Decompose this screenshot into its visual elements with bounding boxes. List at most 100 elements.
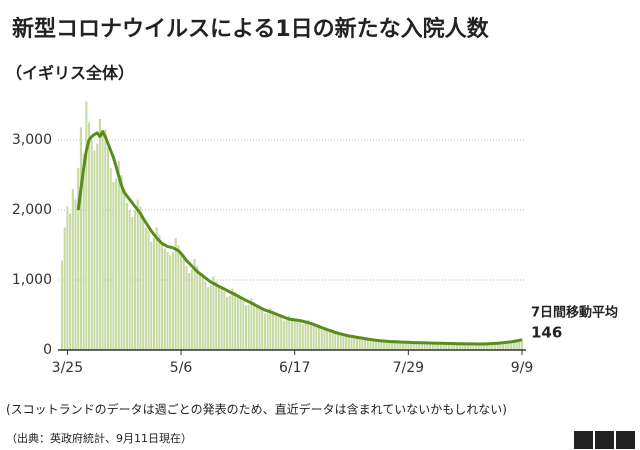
bar [158,234,161,350]
bar [250,298,253,350]
bar [109,168,112,350]
bar [234,291,237,350]
bar [393,341,396,350]
bar [96,143,99,350]
bar [198,273,202,350]
bar [117,161,120,350]
bar [399,342,402,350]
bar [445,343,448,350]
bar [485,343,488,350]
bar [461,343,464,350]
bar [372,339,375,350]
bar [190,269,193,350]
bar [63,227,66,350]
bar [382,340,386,350]
bar [345,333,348,350]
chart-title: 新型コロナウイルスによる1日の新たな入院人数 [12,16,490,42]
bar [123,189,126,350]
bar [474,344,478,350]
bar [182,259,185,350]
bar [510,341,513,350]
bar [301,324,304,350]
bar [412,342,415,350]
bar [277,315,280,350]
bar [196,266,199,350]
bar [134,210,137,350]
bar [217,285,220,350]
bar [328,329,331,350]
bar [320,329,323,350]
bar [215,281,218,350]
bar [410,342,413,350]
bar [98,119,101,350]
bar [150,241,153,350]
end-value-label: 146 [531,324,562,342]
bar [388,341,391,350]
bar [504,342,507,350]
chart-subtitle: （イギリス全体） [6,64,134,83]
bar [169,255,172,350]
bar [82,154,85,350]
bar [155,227,158,350]
bar [223,291,226,350]
bar [125,203,128,350]
bar [115,178,118,350]
bar [79,127,82,351]
bar [355,337,358,350]
bar [90,140,93,350]
bar [520,338,524,350]
x-tick-label: 5/6 [170,360,193,376]
bar [136,199,139,350]
bar [304,323,307,350]
bar [456,344,459,350]
logo-box [616,431,635,449]
bar [174,238,177,350]
bar [288,315,291,350]
bar [477,343,480,350]
bar [437,343,440,350]
bar [66,206,69,350]
bar [307,319,310,350]
bar [350,336,353,350]
bar [439,342,442,350]
bar [247,304,250,350]
bar [396,342,399,350]
bar [507,342,510,350]
bar [112,182,115,350]
bar [336,333,340,350]
bar [185,266,188,350]
bar [104,129,107,350]
x-tick-label: 3/25 [52,360,83,376]
bar [142,217,145,350]
bar [488,343,491,350]
bar [331,331,334,350]
bar [263,313,266,350]
bar [518,340,521,350]
bar [74,199,77,350]
bar [242,301,245,350]
bar [453,343,456,350]
bar [209,285,212,350]
bar [193,259,196,350]
bar [120,175,123,350]
bar [255,304,258,350]
bar [515,340,518,350]
bar [131,217,134,350]
bar [85,101,88,350]
bar [258,307,261,350]
bar [404,341,407,350]
bar [244,305,248,350]
bar [420,342,423,350]
y-tick-label: 0 [43,342,52,358]
bar [469,344,472,350]
bar [358,338,361,350]
bar [163,248,166,350]
bar [385,340,388,350]
bar [342,335,345,350]
bar [493,343,496,350]
bar [312,324,315,350]
logo-text: BBC [573,432,637,450]
bar [177,245,180,350]
bar [188,273,191,350]
bar [293,319,296,350]
